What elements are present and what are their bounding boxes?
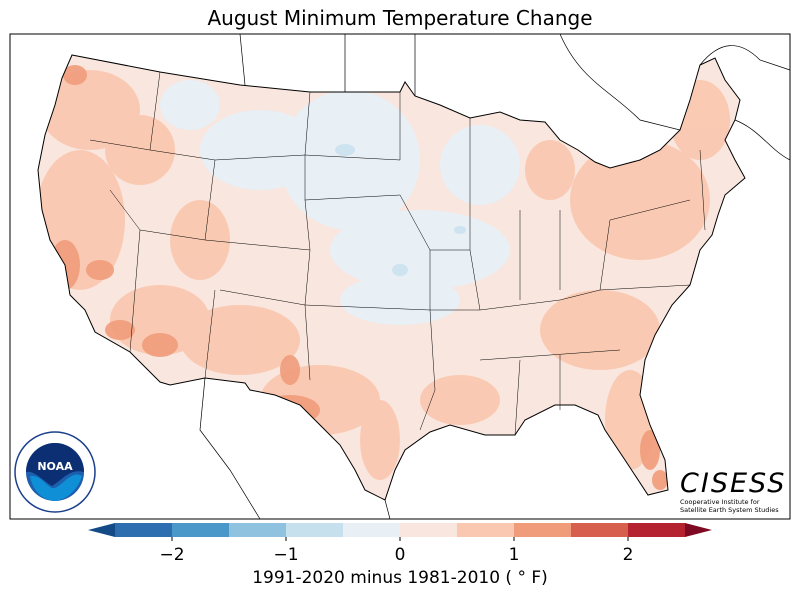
colorbar-label: 1991-2020 minus 1981-2010 ( ° F) bbox=[252, 568, 548, 588]
colorbar-bin bbox=[343, 523, 401, 537]
neighbor-borders bbox=[199, 33, 791, 520]
colorbar bbox=[88, 523, 712, 541]
state-borders bbox=[89, 71, 706, 436]
colorbar-bin bbox=[514, 523, 572, 537]
colorbar-bin bbox=[229, 523, 287, 537]
noaa-logo-text: NOAA bbox=[37, 460, 73, 473]
colorbar-bin bbox=[400, 523, 458, 537]
colorbar-tick-label: −1 bbox=[273, 545, 299, 565]
colorbar-tick-label: 2 bbox=[622, 545, 634, 565]
colorbar-tick-label: −2 bbox=[159, 545, 185, 565]
noaa-logo: NOAA bbox=[14, 431, 96, 513]
cisess-logo-text: CISESS bbox=[680, 468, 787, 499]
colorbar-tick-label: 1 bbox=[508, 545, 520, 565]
colorbar-bin bbox=[457, 523, 515, 537]
cisess-logo: CISESS Cooperative Institute for Satelli… bbox=[680, 468, 787, 515]
colorbar-bin bbox=[115, 523, 173, 537]
colorbar-bin bbox=[628, 523, 686, 537]
colorbar-bin bbox=[571, 523, 629, 537]
cisess-subtitle-2: Satellite Earth System Studies bbox=[680, 506, 779, 514]
cisess-subtitle-1: Cooperative Institute for bbox=[680, 498, 760, 506]
colorbar-bin bbox=[172, 523, 230, 537]
colorbar-bin bbox=[286, 523, 344, 537]
map-title: August Minimum Temperature Change bbox=[207, 6, 593, 30]
colorbar-tick-label: 0 bbox=[394, 545, 406, 565]
colorbar-under-arrow bbox=[88, 523, 115, 537]
colorbar-over-arrow bbox=[685, 523, 712, 537]
